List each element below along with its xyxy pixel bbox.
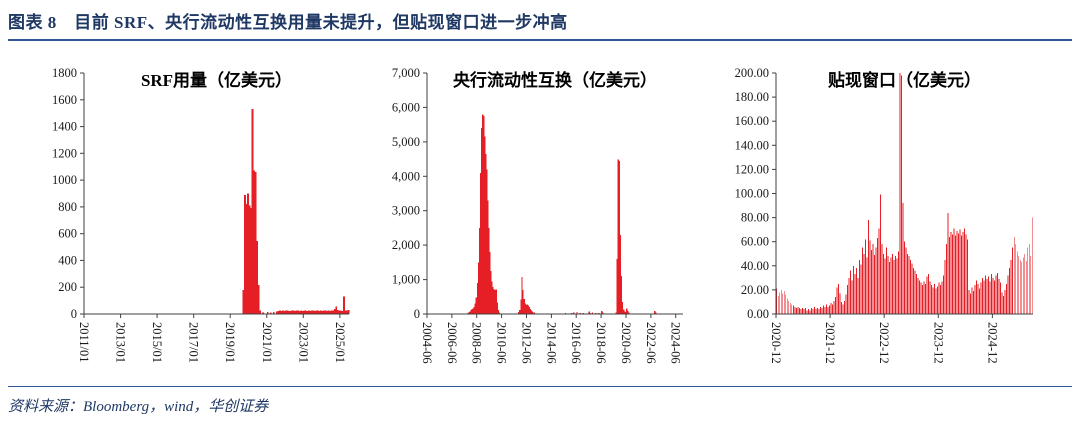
- svg-text:贴现窗口（亿美元）: 贴现窗口（亿美元）: [828, 70, 981, 90]
- svg-text:2018-06: 2018-06: [594, 322, 608, 364]
- svg-text:2006-06: 2006-06: [444, 322, 458, 364]
- svg-text:2024-06: 2024-06: [668, 322, 682, 364]
- svg-text:2014-06: 2014-06: [544, 322, 558, 364]
- svg-text:200.00: 200.00: [735, 66, 769, 80]
- svg-text:2004-06: 2004-06: [420, 322, 434, 364]
- svg-text:央行流动性互换（亿美元）: 央行流动性互换（亿美元）: [453, 70, 657, 90]
- svg-text:120.00: 120.00: [735, 162, 769, 176]
- svg-text:7,000: 7,000: [391, 66, 419, 80]
- svg-text:200: 200: [58, 280, 77, 294]
- svg-text:2020-06: 2020-06: [619, 322, 633, 364]
- svg-text:5,000: 5,000: [391, 135, 419, 149]
- svg-text:2022-06: 2022-06: [643, 322, 657, 364]
- srf-usage-chart-svg: 0 200 400 600 800 1000 1200 1400 1600 1800 2011/01…: [52, 66, 350, 363]
- figure-header: 图表 8 目前 SRF、央行流动性互换用量未提升，但贴现窗口进一步冲高: [0, 0, 1080, 39]
- footer-divider: [8, 386, 1072, 387]
- svg-text:2,000: 2,000: [391, 238, 419, 252]
- discount-window-chart-svg: 0.00 20.00 40.00 60.00 80.00 100.00 120.00 140.…: [735, 66, 1033, 364]
- chart-cb-liquidity-swap: 0 1,000 2,000 3,000 4,000 5,000 6,000 7,000 2004…: [377, 53, 695, 380]
- svg-text:2023/01: 2023/01: [296, 322, 310, 363]
- svg-text:180.00: 180.00: [735, 90, 769, 104]
- source-note: 资料来源：Bloomberg，wind，华创证券: [8, 399, 269, 415]
- svg-text:1400: 1400: [52, 120, 77, 134]
- svg-text:2008-06: 2008-06: [469, 322, 483, 364]
- svg-text:2011/01: 2011/01: [77, 322, 91, 363]
- svg-text:SRF用量（亿美元）: SRF用量（亿美元）: [141, 70, 292, 90]
- svg-text:2021/01: 2021/01: [260, 322, 274, 363]
- svg-text:1,000: 1,000: [391, 273, 419, 287]
- svg-text:800: 800: [58, 200, 77, 214]
- svg-text:0: 0: [413, 307, 419, 321]
- figure-footer: 资料来源：Bloomberg，wind，华创证券: [0, 387, 1080, 416]
- figure-title: 图表 8 目前 SRF、央行流动性互换用量未提升，但贴现窗口进一步冲高: [8, 13, 568, 32]
- svg-text:40.00: 40.00: [741, 259, 769, 273]
- svg-text:2022-12: 2022-12: [877, 322, 891, 364]
- svg-text:600: 600: [58, 227, 77, 241]
- charts-row: 0 200 400 600 800 1000 1200 1400 1600 1800 2011/01…: [0, 41, 1080, 380]
- svg-text:20.00: 20.00: [741, 283, 769, 297]
- svg-text:60.00: 60.00: [741, 235, 769, 249]
- svg-text:2020-12: 2020-12: [769, 322, 783, 364]
- svg-text:4,000: 4,000: [391, 169, 419, 183]
- svg-text:100.00: 100.00: [735, 187, 769, 201]
- svg-text:2021-12: 2021-12: [823, 322, 837, 364]
- svg-text:1200: 1200: [52, 146, 77, 160]
- chart-srf-usage: 0 200 400 600 800 1000 1200 1400 1600 1800 2011/01…: [24, 53, 359, 380]
- svg-text:2017/01: 2017/01: [187, 322, 201, 363]
- svg-text:0: 0: [71, 307, 77, 321]
- svg-text:400: 400: [58, 253, 77, 267]
- svg-text:80.00: 80.00: [741, 211, 769, 225]
- svg-text:140.00: 140.00: [735, 138, 769, 152]
- svg-text:2023-12: 2023-12: [931, 322, 945, 364]
- svg-text:2013/01: 2013/01: [114, 322, 128, 363]
- svg-text:2025/01: 2025/01: [333, 322, 347, 363]
- svg-text:1800: 1800: [52, 66, 77, 80]
- svg-text:2016-06: 2016-06: [569, 322, 583, 364]
- svg-text:0.00: 0.00: [747, 307, 769, 321]
- svg-text:160.00: 160.00: [735, 114, 769, 128]
- header-divider: [8, 39, 1072, 41]
- svg-text:2019/01: 2019/01: [223, 322, 237, 363]
- cb-liquidity-swap-chart-svg: 0 1,000 2,000 3,000 4,000 5,000 6,000 7,000 2004…: [391, 66, 683, 364]
- svg-text:1000: 1000: [52, 173, 77, 187]
- svg-text:2012-06: 2012-06: [519, 322, 533, 364]
- svg-text:2024-12: 2024-12: [985, 322, 999, 364]
- svg-text:2015/01: 2015/01: [150, 322, 164, 363]
- svg-text:2010-06: 2010-06: [494, 322, 508, 364]
- svg-text:3,000: 3,000: [391, 204, 419, 218]
- svg-text:6,000: 6,000: [391, 100, 419, 114]
- svg-text:1600: 1600: [52, 93, 77, 107]
- chart-discount-window: 0.00 20.00 40.00 60.00 80.00 100.00 120.00 140.…: [712, 53, 1044, 380]
